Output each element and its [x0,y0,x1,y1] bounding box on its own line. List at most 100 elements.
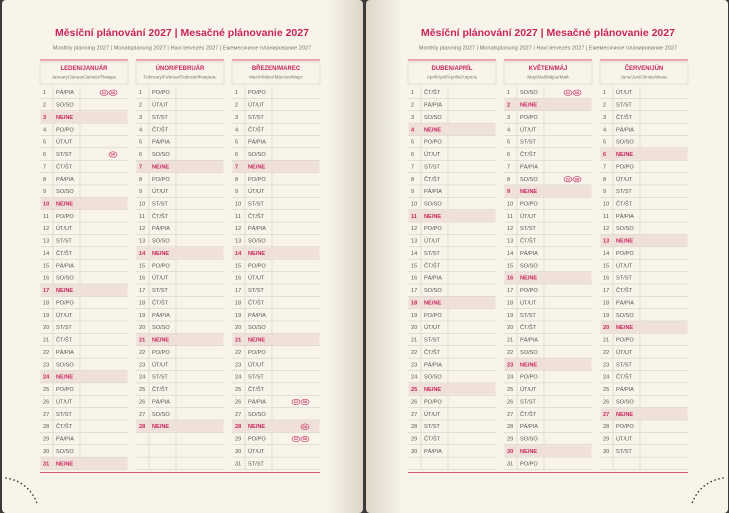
day-number: 22 [235,350,241,356]
day-name: ST/ST [56,412,72,418]
day-number: 9 [139,189,142,195]
day-name: PÁ/PIA [424,275,442,282]
day-name: ÚT/UT [520,386,537,393]
day-name: PÁ/PIA [520,163,538,170]
day-number: 16 [507,276,513,282]
day-number: 15 [43,263,49,269]
day-number: 21 [43,338,49,344]
day-number: 5 [411,140,414,146]
day-name: PÁ/PIA [616,299,634,306]
day-number: 21 [411,338,417,344]
day-name: PÁ/PIA [152,225,170,232]
day-number: 3 [507,115,510,121]
day-name: NE/NE [424,214,441,220]
sunday-shade [408,210,496,222]
day-name: SO/SO [520,437,538,443]
day-name: ČT/ŠT [424,349,441,356]
holiday-icon-label: SK [303,425,308,429]
holiday-icon-label: SK [303,400,308,404]
day-number: 19 [507,313,513,319]
day-name: NE/NE [248,251,265,257]
day-name: NE/NE [616,325,633,331]
day-name: ST/ST [520,140,536,146]
day-number: 14 [235,251,242,257]
holiday-icon-label: SK [575,91,580,95]
day-number: 17 [235,288,241,294]
day-name: PO/PO [248,437,266,443]
day-number: 27 [235,412,241,418]
day-number: 20 [43,325,49,331]
day-number: 22 [139,350,145,356]
day-name: ST/ST [56,325,72,331]
day-name: PÁ/PIA [424,361,442,368]
sunday-shade [600,321,688,333]
day-number: 19 [411,313,417,319]
day-number: 24 [603,375,609,381]
day-name: NE/NE [152,424,169,430]
day-name: ST/ST [248,288,264,294]
day-number: 7 [603,164,606,170]
day-number: 7 [139,164,142,170]
day-number: 6 [139,152,142,158]
day-number: 13 [139,239,145,245]
day-name: ST/ST [520,399,536,405]
day-number: 21 [603,338,609,344]
day-number: 5 [139,140,142,146]
day-number: 16 [139,276,145,282]
sunday-shade [40,111,128,123]
day-number: 1 [603,90,606,96]
day-name: PO/PO [424,226,442,232]
day-name: SO/SO [248,239,266,245]
day-number: 9 [603,189,606,195]
month-name: ÚNOR/FEBRUÁR [156,65,205,72]
day-number: 14 [411,251,417,257]
day-name: ÚT/UT [424,238,441,245]
day-number: 20 [139,325,145,331]
sunday-shade [232,420,320,432]
month-name: LEDEN/JANUÁR [60,65,108,72]
day-number: 6 [43,152,46,158]
day-number: 6 [411,152,414,158]
day-name: PO/PO [520,461,538,467]
day-name: SO/SO [152,152,170,158]
day-name: ČT/ŠT [152,126,169,133]
day-name: NE/NE [152,251,169,257]
day-number: 2 [43,103,46,109]
day-name: SO/SO [152,325,170,331]
day-number: 13 [411,239,417,245]
day-number: 29 [603,437,609,443]
day-number: 4 [139,127,142,133]
day-number: 13 [43,239,49,245]
month-subname: May/Mai/Május/Май [527,74,569,80]
day-name: ČT/ŠT [424,436,441,443]
sunday-shade [136,420,224,432]
day-number: 12 [235,226,241,232]
day-name: PO/PO [152,263,170,269]
sunday-shade [232,160,320,173]
sunday-shade [504,445,592,457]
day-name: SO/SO [248,325,266,331]
day-number: 16 [43,276,49,282]
day-number: 3 [139,115,142,121]
day-number: 7 [507,164,510,170]
day-name: PO/PO [520,375,538,381]
day-name: ST/ST [616,189,632,195]
day-name: ÚT/UT [248,188,265,195]
month-name: BŘEZEN/MAREC [252,64,301,72]
day-number: 15 [139,263,145,269]
day-number: 26 [507,399,513,405]
page-title: Měsíční plánování 2027 | Mesačné plánova… [55,27,309,39]
day-name: ST/ST [616,103,632,109]
day-name: ČT/ŠT [520,151,537,158]
day-name: NE/NE [424,300,441,306]
header-box [407,61,497,85]
day-name: ÚT/UT [616,349,633,356]
day-number: 14 [43,251,49,257]
day-name: NE/NE [520,362,537,368]
day-number: 19 [603,313,609,319]
day-name: PÁ/PIA [56,349,74,356]
sunday-shade [232,247,320,259]
sunday-shade [40,457,128,469]
day-name: NE/NE [152,164,169,170]
day-name: ČT/ŠT [520,238,537,245]
